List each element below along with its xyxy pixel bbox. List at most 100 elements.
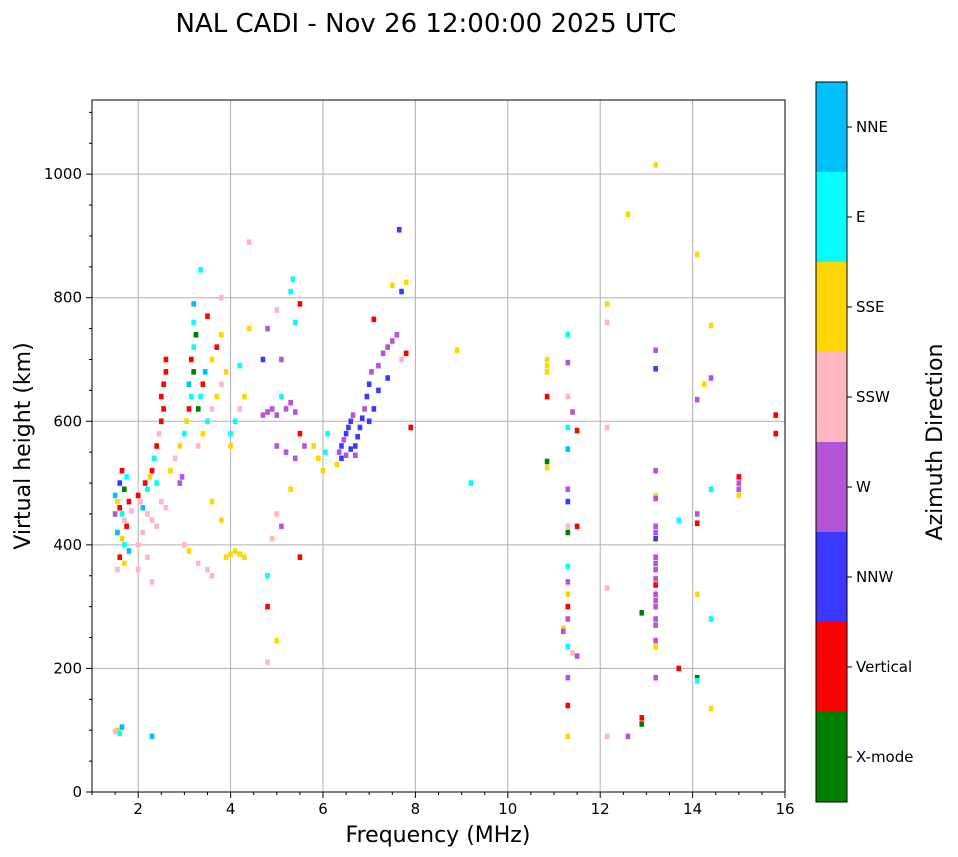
data-point [302, 443, 307, 449]
data-point [161, 381, 166, 387]
data-point [366, 418, 372, 425]
data-point [145, 511, 150, 517]
data-point [145, 554, 150, 560]
data-point [265, 603, 270, 610]
data-point [219, 294, 224, 301]
data-point [182, 430, 187, 437]
data-point [355, 433, 360, 440]
data-point [653, 347, 658, 354]
colorbar: X-mode Vertical NNW W SSW SSE E NNE [815, 81, 913, 803]
data-point [736, 474, 742, 480]
data-point [408, 424, 414, 431]
data-point [158, 393, 164, 400]
data-point [343, 430, 349, 437]
data-point [140, 529, 146, 536]
data-point [246, 325, 252, 332]
data-point [366, 381, 372, 387]
colorbar-label: SSW [856, 388, 890, 406]
data-point [279, 523, 284, 530]
data-point [283, 449, 289, 455]
data-point [385, 344, 390, 350]
data-point [198, 267, 203, 273]
x-tick-label: 2 [133, 800, 143, 818]
y-tick-label: 0 [72, 783, 82, 801]
data-point [346, 424, 351, 431]
data-point [297, 430, 303, 437]
data-point [570, 409, 575, 415]
data-point [653, 644, 658, 650]
data-point [112, 492, 118, 499]
data-point [177, 443, 183, 449]
data-point [336, 449, 342, 455]
data-point [228, 551, 233, 557]
data-point [348, 418, 354, 425]
data-point [348, 446, 354, 452]
data-point [653, 492, 658, 499]
data-point [163, 369, 169, 375]
data-point [149, 517, 155, 523]
x-axis-label: Frequency (MHz) [346, 823, 531, 848]
data-point [186, 406, 192, 412]
data-point [200, 430, 206, 437]
data-point [269, 406, 275, 412]
data-point [119, 467, 125, 474]
data-point [182, 542, 187, 548]
data-point [191, 319, 196, 326]
data-point [265, 659, 270, 666]
data-point [191, 301, 196, 307]
data-point [189, 356, 194, 363]
data-point [112, 511, 118, 517]
data-point [653, 162, 658, 168]
data-point [653, 523, 658, 530]
data-point [694, 520, 700, 527]
data-point [708, 486, 714, 493]
data-point [604, 301, 610, 307]
data-point [191, 344, 196, 350]
data-point [653, 566, 658, 573]
data-point [653, 674, 658, 681]
data-point [158, 418, 164, 425]
data-point [357, 424, 363, 431]
data-point [353, 443, 358, 449]
data-point [653, 529, 658, 536]
data-point [112, 728, 118, 735]
data-point [290, 276, 296, 282]
data-point [454, 347, 460, 354]
data-point [403, 350, 409, 357]
colorbar-segment [816, 532, 847, 622]
data-point [135, 566, 141, 573]
data-point [115, 566, 120, 573]
data-point [265, 325, 270, 332]
data-point [193, 332, 199, 338]
data-point [369, 369, 374, 375]
data-point [163, 505, 169, 511]
x-tick-label: 14 [683, 800, 702, 818]
data-point [653, 637, 658, 644]
data-point [316, 455, 321, 462]
data-point [147, 474, 153, 480]
data-point [565, 579, 571, 585]
colorbar-label: NNE [856, 118, 888, 136]
data-point [380, 350, 386, 357]
data-point [119, 724, 125, 730]
data-point [195, 443, 201, 449]
data-point [163, 356, 169, 363]
x-tick-label: 10 [498, 800, 517, 818]
data-point [232, 418, 238, 425]
data-point [544, 362, 550, 369]
data-point [223, 369, 229, 375]
data-point [565, 332, 571, 338]
data-point [544, 393, 550, 400]
data-point [189, 393, 194, 400]
data-point [708, 322, 714, 329]
y-axis-ticks: 0 200 400 600 800 1000 [44, 111, 92, 801]
data-points [112, 162, 779, 740]
data-point [708, 375, 714, 381]
x-tick-label: 8 [411, 800, 421, 818]
data-point [219, 332, 224, 338]
data-point [385, 375, 390, 381]
data-point [297, 301, 303, 307]
data-point [574, 523, 580, 530]
data-point [288, 288, 293, 295]
data-point [560, 625, 566, 632]
